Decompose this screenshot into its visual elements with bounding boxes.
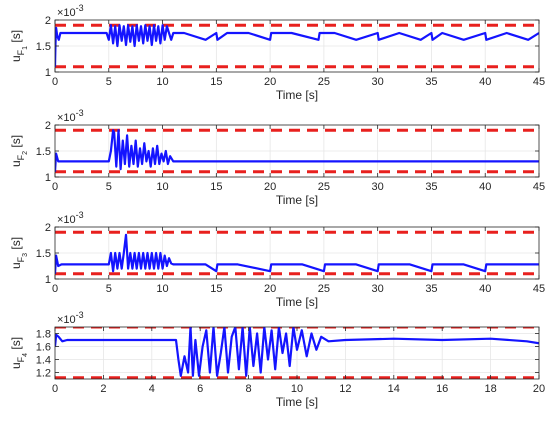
exponent-base: ×10: [57, 214, 76, 226]
x-tick-label: 4: [149, 383, 155, 395]
y-label-unit: [s]: [9, 237, 23, 253]
series-line: [55, 233, 539, 274]
x-tick-label: 10: [156, 181, 168, 193]
y-tick-label: 1.8: [36, 329, 51, 341]
y-label-main: u: [9, 55, 23, 62]
x-tick-label: 8: [246, 383, 252, 395]
y-tick-label: 1.4: [36, 355, 51, 367]
x-axis-label: Time [s]: [276, 395, 318, 409]
series-line: [55, 327, 539, 377]
x-tick-label: 20: [264, 76, 276, 88]
x-tick-label: 0: [52, 283, 58, 295]
y-label-sub1: F: [16, 256, 26, 262]
x-tick-label: 0: [52, 76, 58, 88]
exponent-power: -3: [76, 108, 84, 118]
y-tick-label: 1.5: [36, 248, 51, 260]
exponent-power: -3: [76, 210, 84, 220]
x-tick-label: 35: [425, 76, 437, 88]
x-tick-label: 18: [484, 383, 496, 395]
x-tick-label: 20: [533, 383, 545, 395]
x-tick-label: 20: [264, 283, 276, 295]
y-label-sub1: F: [16, 356, 26, 362]
y-label-sub1: F: [16, 154, 26, 160]
y-exponent-label: ×10-3: [57, 108, 84, 124]
x-tick-label: 25: [318, 76, 330, 88]
y-exponent-label: ×10-3: [57, 210, 84, 226]
subplot-4: 0 2 4 6 8 10 12 14 16 18 20 1.21.41.61.8 ×10-3 Time […: [9, 310, 545, 409]
x-tick-label: 40: [479, 181, 491, 193]
y-tick-label: 1.2: [36, 368, 51, 380]
x-tick-label: 45: [533, 76, 545, 88]
y-label-main: u: [9, 362, 23, 369]
x-tick-label: 30: [372, 283, 384, 295]
y-exponent-label: ×10-3: [57, 3, 84, 19]
series-line: [55, 24, 539, 67]
y-label-sub2: 2: [22, 151, 29, 155]
x-tick-label: 25: [318, 181, 330, 193]
x-tick-label: 0: [52, 383, 58, 395]
x-tick-label: 35: [425, 181, 437, 193]
x-tick-label: 40: [479, 283, 491, 295]
exponent-base: ×10: [57, 112, 76, 124]
y-tick-label: 1.6: [36, 342, 51, 354]
y-label-unit: [s]: [9, 337, 23, 353]
x-tick-label: 45: [533, 283, 545, 295]
exponent-power: -3: [76, 3, 84, 13]
x-tick-label: 20: [264, 181, 276, 193]
x-tick-label: 5: [106, 76, 112, 88]
subplot-1: 0 5 10 15 20 25 30 35 40 45 1 1.5 2 ×10-3 Time [s] uF1 …: [9, 3, 545, 102]
x-tick-label: 16: [436, 383, 448, 395]
x-tick-label: 10: [156, 283, 168, 295]
x-tick-label: 15: [210, 76, 222, 88]
x-tick-label: 6: [197, 383, 203, 395]
subplot-2: 0 5 10 15 20 25 30 35 40 45 1 1.5 2 ×10-3 Time [s] uF2 …: [9, 108, 545, 207]
x-tick-label: 45: [533, 181, 545, 193]
y-tick-label: 2: [45, 15, 51, 27]
y-tick-label: 2: [45, 120, 51, 132]
exponent-base: ×10: [57, 314, 76, 326]
x-axis-label: Time [s]: [276, 193, 318, 207]
x-tick-label: 40: [479, 76, 491, 88]
x-axis-label: Time [s]: [276, 88, 318, 102]
y-tick-label: 1: [45, 172, 51, 184]
x-tick-label: 5: [106, 283, 112, 295]
x-tick-label: 12: [339, 383, 351, 395]
x-tick-label: 35: [425, 283, 437, 295]
y-axis-label: uF2 [s]: [9, 135, 29, 167]
y-axis-label: uF1 [s]: [9, 30, 29, 62]
x-tick-label: 14: [388, 383, 400, 395]
y-label-sub2: 4: [22, 353, 29, 357]
x-tick-label: 2: [100, 383, 106, 395]
x-tick-label: 25: [318, 283, 330, 295]
x-tick-label: 5: [106, 181, 112, 193]
y-tick-label: 1: [45, 274, 51, 286]
y-axis-label: uF3 [s]: [9, 237, 29, 269]
y-tick-label: 1.5: [36, 146, 51, 158]
y-tick-label: 1: [45, 67, 51, 79]
x-axis-label: Time [s]: [276, 295, 318, 309]
x-tick-label: 15: [210, 283, 222, 295]
y-label-sub2: 3: [22, 253, 29, 257]
x-tick-label: 0: [52, 181, 58, 193]
y-tick-label: 2: [45, 222, 51, 234]
exponent-base: ×10: [57, 7, 76, 19]
y-axis-label: uF4 [s]: [9, 337, 29, 369]
y-label-main: u: [9, 262, 23, 269]
y-label-sub2: 1: [22, 46, 29, 50]
y-tick-label: 1.5: [36, 41, 51, 53]
series-line: [55, 129, 539, 172]
x-tick-label: 10: [291, 383, 303, 395]
y-label-unit: [s]: [9, 135, 23, 151]
x-tick-label: 30: [372, 181, 384, 193]
subplot-3: 0 5 10 15 20 25 30 35 40 45 1 1.5 2 ×10-3 Time [s] uF3 …: [9, 210, 545, 309]
x-tick-label: 10: [156, 76, 168, 88]
y-label-sub1: F: [16, 49, 26, 55]
x-tick-label: 15: [210, 181, 222, 193]
y-label-main: u: [9, 160, 23, 167]
y-label-unit: [s]: [9, 30, 23, 46]
y-exponent-label: ×10-3: [57, 310, 84, 326]
exponent-power: -3: [76, 310, 84, 320]
x-tick-label: 30: [372, 76, 384, 88]
